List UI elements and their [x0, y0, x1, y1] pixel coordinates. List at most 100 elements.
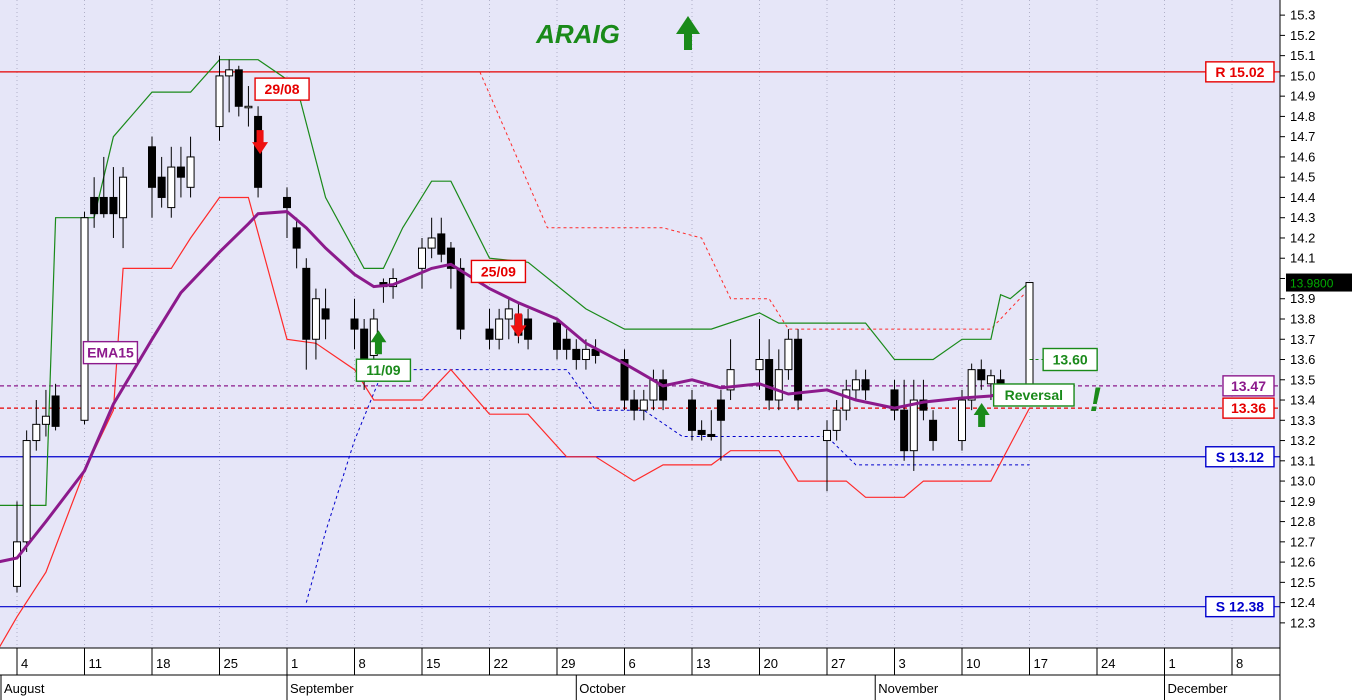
- x-tick-label-4: 1: [291, 656, 298, 671]
- y-axis-background: [1280, 0, 1352, 648]
- candle-body-36: [456, 267, 465, 330]
- sell-signal-1-arrow: [252, 130, 269, 155]
- candle-body-47: [620, 359, 629, 401]
- month-label-4: December: [1168, 681, 1229, 696]
- ema-line: [0, 210, 1030, 564]
- y-tick-label-7: 13.0: [1290, 474, 1315, 489]
- green-level-label-box: [1042, 347, 1098, 372]
- y-tick-label-26: 14.9: [1290, 89, 1315, 104]
- reversal-label-arrow-head: [973, 402, 990, 415]
- candle-body-7: [80, 217, 89, 421]
- y-tick-label-11: 13.4: [1290, 393, 1315, 408]
- sell-signal-2-label-box: [470, 259, 527, 284]
- candle-body-20: [244, 105, 253, 109]
- y-tick-label-19: 14.2: [1290, 230, 1315, 245]
- candle-body-65: [851, 379, 860, 391]
- y-axis: 12.3 12.4 12.5 12.6 12.7 12.8 12.9 13.0 13.1 13.2…: [1279, 0, 1352, 648]
- buy-signal-1-label: 11/09: [366, 362, 400, 378]
- channel-bands: [0, 59, 1031, 648]
- month-label-1: September: [290, 681, 354, 696]
- resistance-label: R 15.02: [1215, 64, 1264, 80]
- buy-signal-1-arrow: [370, 330, 387, 355]
- lower-band-line: [0, 196, 1031, 648]
- candle-body-11: [119, 176, 128, 219]
- sell-signal-1-arrow-head: [252, 142, 269, 155]
- candle-body-37: [485, 328, 494, 340]
- buy-signal-1-label-box: [355, 358, 412, 382]
- support-2-label: S 12.38: [1216, 599, 1264, 615]
- y-tick-label-27: 15.0: [1290, 68, 1315, 83]
- candle-body-58: [765, 359, 774, 401]
- sell-signal-2-arrow-head: [510, 325, 527, 338]
- y-tick-label-13: 13.6: [1290, 352, 1315, 367]
- stop-lines: [305, 71, 1030, 603]
- candle-body-4: [32, 423, 41, 442]
- candle-body-55: [716, 399, 725, 421]
- candles: [13, 55, 1034, 593]
- sell-signal-1-arrow-shaft: [256, 130, 264, 144]
- x-tick-label-5: 8: [359, 656, 366, 671]
- candle-body-22: [283, 196, 291, 209]
- candle-body-68: [900, 409, 909, 452]
- exclamation-mark: !: [1090, 381, 1101, 419]
- candle-body-52: [688, 399, 696, 431]
- candle-body-51: [659, 379, 668, 401]
- support-2-label-box: [1205, 595, 1275, 618]
- candle-body-62: [823, 429, 831, 442]
- candle-body-59: [774, 369, 783, 401]
- x-tick-label-12: 27: [831, 656, 845, 671]
- annotations: 29/08 11/09 25/09 EMA15 13.60 Reversal!: [82, 77, 1101, 427]
- x-tick-label-9: 6: [629, 656, 636, 671]
- month-label-2: October: [579, 681, 626, 696]
- green-level-label: 13.60: [1053, 352, 1088, 368]
- last-price-tag-box: [1286, 273, 1352, 292]
- candle-body-61: [794, 338, 803, 401]
- y-tick-label-4: 12.7: [1290, 534, 1315, 549]
- x-tick-label-15: 17: [1034, 656, 1048, 671]
- candle-body-23: [292, 227, 301, 249]
- candle-body-9: [99, 196, 108, 215]
- support-1-label-box: [1205, 446, 1275, 468]
- candle-body-14: [167, 166, 176, 209]
- candle-body-60: [784, 338, 793, 371]
- chart-title-group: ARAIG: [535, 16, 700, 50]
- candle-body-67: [890, 389, 899, 411]
- ema-level-label-box: [1222, 375, 1275, 397]
- candle-body-10: [109, 196, 118, 215]
- candle-body-66: [861, 379, 870, 391]
- candle-body-34: [437, 233, 446, 255]
- candle-body-48: [630, 399, 639, 411]
- candle-body-41: [524, 318, 533, 340]
- candle-body-45: [581, 348, 590, 361]
- trigger-level-label-box: [1222, 397, 1275, 419]
- reversal-label-arrow: [973, 402, 990, 427]
- candle-body-18: [225, 69, 234, 77]
- x-tick-label-14: 10: [966, 656, 980, 671]
- y-tick-label-22: 14.5: [1290, 170, 1315, 185]
- x-tick-label-2: 18: [156, 656, 170, 671]
- grid: [16, 0, 1233, 648]
- candle-body-26: [321, 308, 330, 320]
- last-price-tag: 13.9800: [1290, 277, 1334, 291]
- y-tick-label-10: 13.3: [1290, 413, 1315, 428]
- ema-label: EMA15: [87, 345, 134, 361]
- upper-stop-line: [479, 71, 1030, 330]
- x-tick-label-16: 24: [1101, 656, 1115, 671]
- x-tick-label-10: 13: [696, 656, 710, 671]
- candle-body-72: [958, 399, 966, 442]
- candle-body-42: [553, 322, 561, 350]
- reversal-label: Reversal: [1005, 387, 1063, 403]
- reversal-label-box: [992, 383, 1075, 407]
- x-tick-label-8: 29: [561, 656, 575, 671]
- y-tick-label-3: 12.6: [1290, 555, 1315, 570]
- y-tick-label-20: 14.3: [1290, 210, 1315, 225]
- y-tick-label-28: 15.1: [1290, 48, 1315, 63]
- chart-title: ARAIG: [535, 19, 620, 49]
- sell-signal-2-label: 25/09: [481, 263, 516, 279]
- y-tick-label-1: 12.4: [1290, 595, 1315, 610]
- x-tick-label-17: 1: [1169, 656, 1176, 671]
- candle-body-71: [929, 419, 938, 442]
- candle-body-12: [148, 146, 156, 188]
- upper-band-line: [0, 59, 1030, 506]
